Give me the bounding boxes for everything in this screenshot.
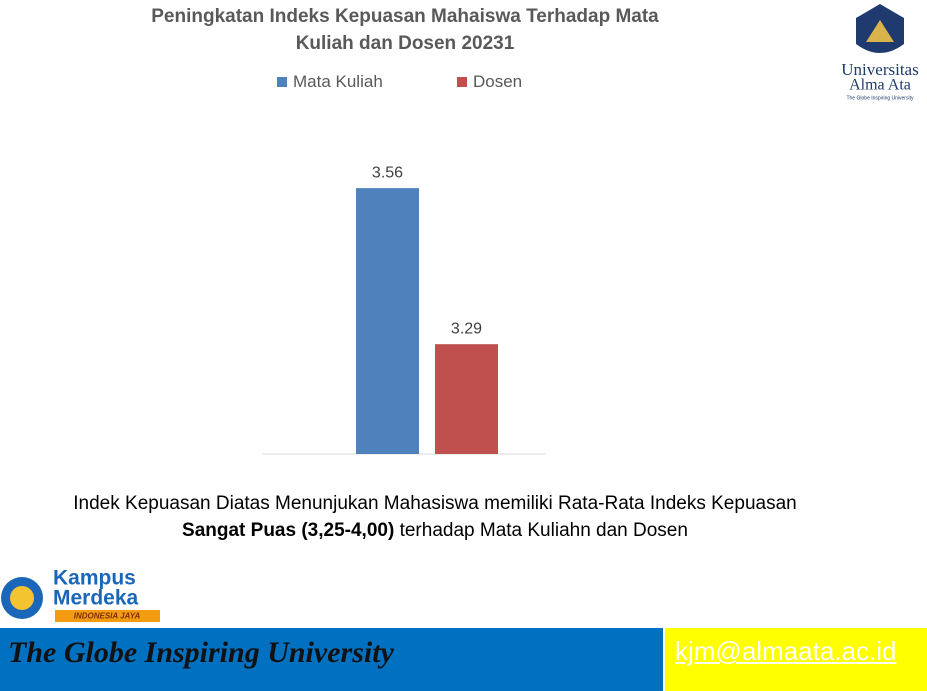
legend-label: Dosen: [473, 72, 522, 91]
badge: Kampus Merdeka INDONESIA JAYA: [1, 567, 160, 622]
legend-swatch: [457, 77, 467, 87]
university-logo: Universitas Alma Ata The Globe Inspiring…: [841, 4, 919, 101]
badge-text: Merdeka: [53, 587, 139, 610]
bar: [435, 344, 498, 454]
note: Indek Kepuasan Diatas Menunjukan Mahasis…: [60, 490, 810, 544]
legend-swatch: [277, 77, 287, 87]
bar: [356, 188, 419, 454]
note-emphasis: Sangat Puas (3,25-4,00): [182, 520, 395, 541]
badge-ribbon-text: INDONESIA JAYA: [74, 612, 141, 621]
legend-label: Mata Kuliah: [293, 72, 383, 91]
badge-text: Kampus: [53, 567, 136, 590]
value-label: 3.29: [451, 320, 482, 337]
footer-email[interactable]: kjm@almaata.ac.id: [675, 636, 897, 666]
note-text: terhadap Mata Kuliahn dan Dosen: [394, 520, 688, 541]
badge-emblem: [10, 586, 34, 610]
logo-name: Alma Ata: [849, 77, 911, 94]
footer-motto: The Globe Inspiring University: [8, 636, 394, 669]
value-label: 3.56: [372, 164, 403, 181]
logo-tagline: The Globe Inspiring University: [847, 95, 914, 101]
badge-ribbon: [55, 610, 160, 622]
note-text: Indek Kepuasan Diatas Menunjukan Mahasis…: [73, 493, 797, 514]
logo-name: Universitas: [841, 60, 918, 79]
chart-title: Peningkatan Indeks Kepuasan Mahaiswa Ter…: [151, 6, 659, 54]
footer-left: The Globe Inspiring University: [0, 628, 663, 691]
logo-emblem: [866, 20, 894, 42]
footer-right: kjm@almaata.ac.id: [665, 628, 927, 691]
